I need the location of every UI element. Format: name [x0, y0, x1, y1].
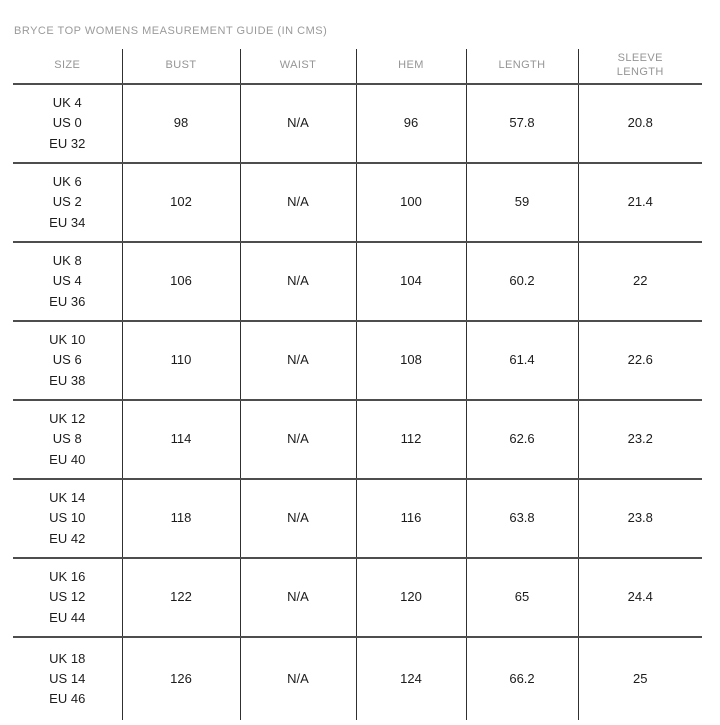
- page-title: BRYCE TOP WOMENS MEASUREMENT GUIDE (IN C…: [14, 25, 328, 37]
- column-header-size: SIZE: [13, 49, 122, 85]
- measurement-table: SIZE BUST WAIST HEM LENGTH SLEEVE LENGTH UK 4…: [13, 49, 702, 720]
- table-header-row: SIZE BUST WAIST HEM LENGTH SLEEVE LENGTH: [13, 49, 702, 85]
- waist-cell: N/A: [239, 400, 356, 480]
- hem-cell: 100: [355, 163, 466, 243]
- table-row: UK 18 US 14 EU 46 126 N/A 124 66.2 25: [13, 637, 702, 720]
- bust-cell: 122: [121, 558, 240, 638]
- size-cell: UK 12 US 8 EU 40: [13, 400, 122, 480]
- sleeve-length-cell: 24.4: [577, 558, 702, 638]
- table-row: UK 10 US 6 EU 38 110 N/A 108 61.4 22.6: [13, 321, 702, 401]
- sleeve-length-cell: 22.6: [577, 321, 702, 401]
- length-cell: 59: [465, 163, 578, 243]
- column-header-hem: HEM: [355, 49, 466, 85]
- size-cell: UK 16 US 12 EU 44: [13, 558, 122, 638]
- table-row: UK 12 US 8 EU 40 114 N/A 112 62.6 23.2: [13, 400, 702, 480]
- table-row: UK 4 US 0 EU 32 98 N/A 96 57.8 20.8: [13, 84, 702, 164]
- waist-cell: N/A: [239, 637, 356, 720]
- size-cell: UK 10 US 6 EU 38: [13, 321, 122, 401]
- hem-cell: 104: [355, 242, 466, 322]
- bust-cell: 118: [121, 479, 240, 559]
- length-cell: 66.2: [465, 637, 578, 720]
- size-cell: UK 14 US 10 EU 42: [13, 479, 122, 559]
- hem-cell: 112: [355, 400, 466, 480]
- column-header-sleeve-length: SLEEVE LENGTH: [577, 49, 702, 85]
- length-cell: 65: [465, 558, 578, 638]
- table-body: UK 4 US 0 EU 32 98 N/A 96 57.8 20.8 UK 6 US 2 …: [13, 84, 702, 720]
- length-cell: 62.6: [465, 400, 578, 480]
- waist-cell: N/A: [239, 163, 356, 243]
- table-row: UK 6 US 2 EU 34 102 N/A 100 59 21.4: [13, 163, 702, 243]
- hem-cell: 108: [355, 321, 466, 401]
- length-cell: 57.8: [465, 84, 578, 164]
- hem-cell: 120: [355, 558, 466, 638]
- length-cell: 63.8: [465, 479, 578, 559]
- column-header-waist: WAIST: [239, 49, 356, 85]
- hem-cell: 116: [355, 479, 466, 559]
- hem-cell: 124: [355, 637, 466, 720]
- column-header-length: LENGTH: [465, 49, 578, 85]
- bust-cell: 114: [121, 400, 240, 480]
- size-cell: UK 18 US 14 EU 46: [49, 650, 86, 707]
- waist-cell: N/A: [239, 479, 356, 559]
- size-cell: UK 8 US 4 EU 36: [13, 242, 122, 322]
- bust-cell: 106: [121, 242, 240, 322]
- size-cell: UK 4 US 0 EU 32: [13, 84, 122, 164]
- bust-cell: 126: [121, 637, 240, 720]
- size-cell: UK 6 US 2 EU 34: [13, 163, 122, 243]
- sleeve-length-cell: 21.4: [577, 163, 702, 243]
- hem-cell: 96: [355, 84, 466, 164]
- table-row: UK 16 US 12 EU 44 122 N/A 120 65 24.4: [13, 558, 702, 638]
- waist-cell: N/A: [239, 558, 356, 638]
- length-cell: 60.2: [465, 242, 578, 322]
- table-row: UK 14 US 10 EU 42 118 N/A 116 63.8 23.8: [13, 479, 702, 559]
- waist-cell: N/A: [239, 84, 356, 164]
- sleeve-length-cell: 23.2: [577, 400, 702, 480]
- table-row: UK 8 US 4 EU 36 106 N/A 104 60.2 22: [13, 242, 702, 322]
- bust-cell: 102: [121, 163, 240, 243]
- waist-cell: N/A: [239, 321, 356, 401]
- sleeve-length-cell: 20.8: [577, 84, 702, 164]
- bust-cell: 98: [121, 84, 240, 164]
- column-header-bust: BUST: [121, 49, 240, 85]
- bust-cell: 110: [121, 321, 240, 401]
- waist-cell: N/A: [239, 242, 356, 322]
- sleeve-length-cell: 23.8: [577, 479, 702, 559]
- sleeve-length-cell: 22: [577, 242, 702, 322]
- length-cell: 61.4: [465, 321, 578, 401]
- sleeve-length-cell: 25: [577, 637, 702, 720]
